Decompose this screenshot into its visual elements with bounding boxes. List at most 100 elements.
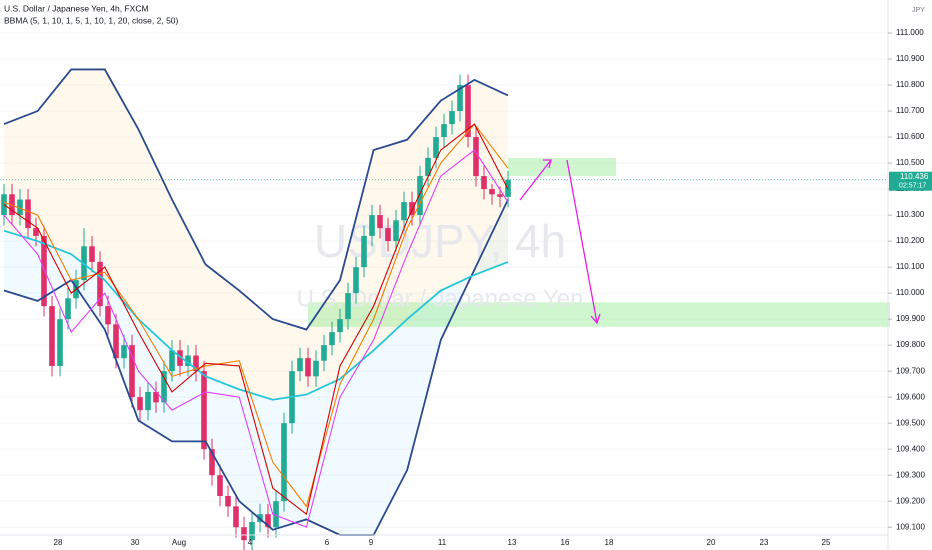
x-tick-label: 28 <box>54 538 63 547</box>
candle-body <box>497 194 503 197</box>
candle-body <box>225 495 231 507</box>
candle-body <box>401 202 407 221</box>
candle-body <box>153 391 159 403</box>
candle-body <box>241 527 247 541</box>
candle-body <box>449 111 455 125</box>
candle-body <box>185 355 191 366</box>
y-tick-label: 109.500 <box>896 418 925 427</box>
candle-body <box>457 85 463 112</box>
candle-body <box>129 345 135 398</box>
candle-body <box>265 514 271 528</box>
y-tick-label: 110.300 <box>896 210 925 219</box>
candle-body <box>97 261 103 307</box>
indicator-line <box>3 68 509 331</box>
candle-body <box>145 391 151 411</box>
candle-body <box>313 360 319 377</box>
indicator-line <box>3 123 509 516</box>
candle-body <box>209 449 215 476</box>
arrow-down-head <box>590 313 601 325</box>
candle-body <box>105 306 111 325</box>
y-tick-label: 110.500 <box>896 158 925 167</box>
countdown-label: 02:57:17 <box>899 183 926 190</box>
candle-body <box>369 215 375 236</box>
x-tick-label: 9 <box>369 538 374 547</box>
candle-body <box>65 298 71 320</box>
candle-body <box>409 202 415 216</box>
indicator-label: BBMA (5, 1, 10, 1, 5, 1, 10, 1, 20, clos… <box>4 15 179 25</box>
candle-body <box>233 506 239 528</box>
y-tick-label: 109.600 <box>896 392 925 401</box>
candle-body <box>249 521 255 541</box>
y-tick-label: 110.000 <box>896 288 925 297</box>
candle-body <box>113 324 119 359</box>
x-tick-label: 20 <box>707 538 716 547</box>
candle-body <box>41 235 47 307</box>
candle-body <box>177 350 183 366</box>
candle-body <box>193 355 199 372</box>
y-tick-label: 110.100 <box>896 262 925 271</box>
candle-body <box>361 235 367 268</box>
x-tick-label: 6 <box>325 538 330 547</box>
candle-body <box>17 199 23 216</box>
y-tick-label: 109.400 <box>896 444 925 453</box>
candle-body <box>49 306 55 366</box>
candle-body <box>473 137 479 177</box>
x-tick-label: 18 <box>605 538 614 547</box>
band-fill-lower <box>4 199 508 535</box>
x-tick-label: 25 <box>822 538 831 547</box>
y-tick-label: 109.100 <box>896 522 925 531</box>
candle-body <box>465 85 471 138</box>
x-tick-label: 11 <box>438 538 447 547</box>
candle-body <box>329 332 335 346</box>
plot <box>1 68 511 550</box>
candle-body <box>481 176 487 190</box>
y-tick-label: 109.200 <box>896 496 925 505</box>
x-tick-label: Aug <box>172 538 186 547</box>
candle-body <box>25 199 31 229</box>
candle-body <box>393 220 399 242</box>
candle-body <box>137 397 143 411</box>
price-tag-label: 110.436 <box>900 172 929 181</box>
candle-body <box>57 319 63 366</box>
zone <box>508 157 616 177</box>
candle-body <box>489 189 495 195</box>
candle-body <box>169 350 175 372</box>
y-tick-label: 110.700 <box>896 106 925 115</box>
x-tick-label: 13 <box>508 538 517 547</box>
candle-body <box>273 501 279 528</box>
candle-body <box>161 371 167 403</box>
price-tag <box>889 171 932 191</box>
candle-body <box>281 423 287 502</box>
candle-body <box>377 215 383 229</box>
candle-body <box>441 124 447 138</box>
x-tick-label: 30 <box>131 538 140 547</box>
y-tick-label: 110.800 <box>896 80 925 89</box>
indicator-line <box>3 229 509 401</box>
candle-body <box>433 137 439 158</box>
candle-body <box>345 293 351 320</box>
candle-body <box>217 475 223 496</box>
y-tick-label: 111.000 <box>896 28 924 37</box>
y-tick-label: 110.200 <box>896 236 925 245</box>
candle-body <box>337 319 343 333</box>
arrow-down <box>566 159 598 324</box>
candle-body <box>425 157 431 177</box>
arrow-up <box>519 159 552 201</box>
zone <box>308 302 890 327</box>
y-tick-label: 109.900 <box>896 314 925 323</box>
candle-body <box>89 246 95 262</box>
x-tick-label: 23 <box>760 538 769 547</box>
candle-body <box>121 345 127 359</box>
candle-body <box>201 371 207 450</box>
candle-body <box>321 345 327 361</box>
chart-title: U.S. Dollar / Japanese Yen, 4h, FXCM <box>4 3 149 13</box>
candle-body <box>305 358 311 377</box>
y-tick-label: 110.600 <box>896 132 925 141</box>
watermark-sub: U.S. Dollar / Japanese Yen <box>297 285 584 312</box>
candle-body <box>33 228 39 236</box>
candle-body <box>297 358 303 372</box>
currency-label: JPY <box>912 7 925 14</box>
y-tick-label: 110.900 <box>896 54 925 63</box>
x-tick-label: 4 <box>248 538 253 547</box>
